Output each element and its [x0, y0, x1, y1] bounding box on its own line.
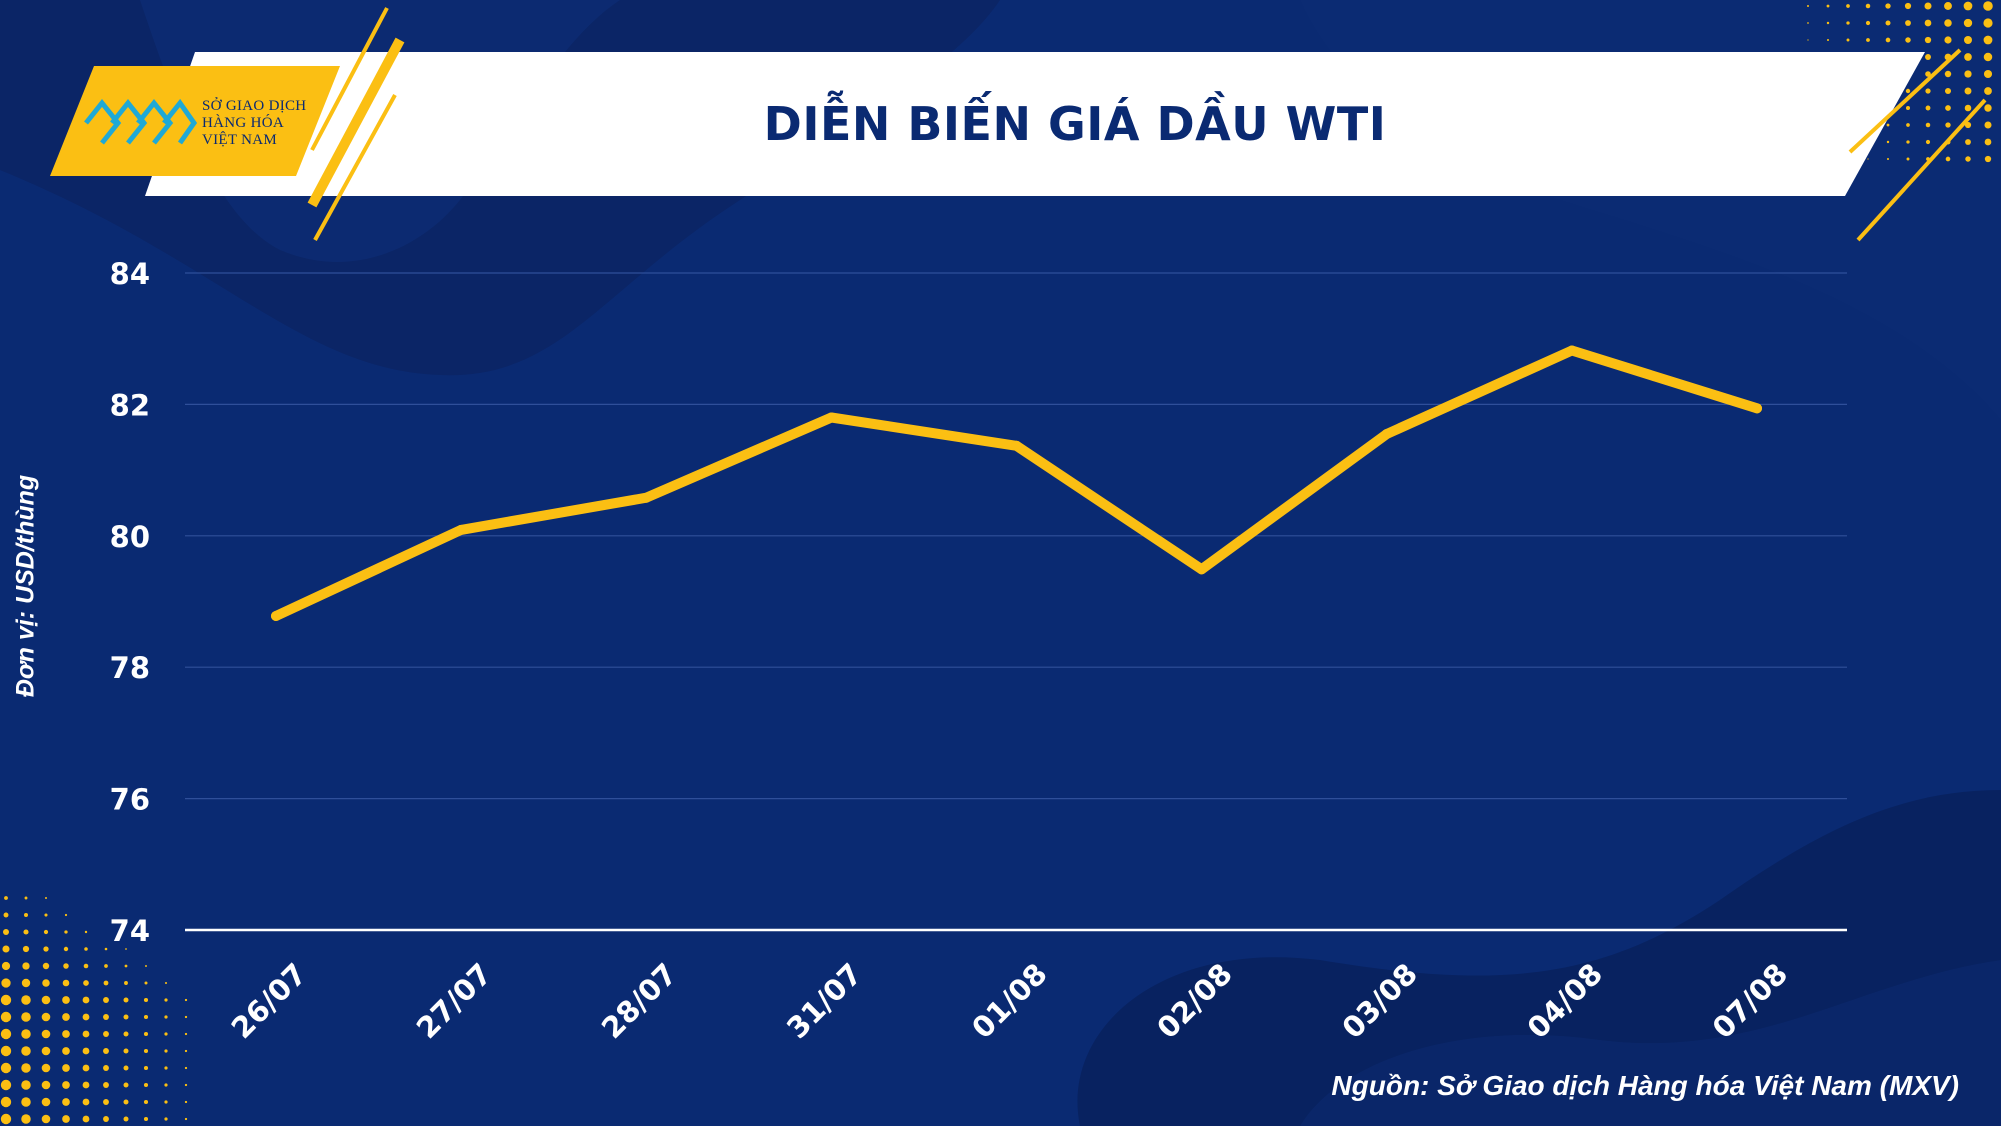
y-tick-label: 76 — [110, 783, 150, 817]
data-point — [1382, 429, 1392, 439]
y-tick-label: 82 — [110, 388, 150, 422]
y-tick-label: 74 — [110, 914, 150, 948]
x-tick-label: 26/07 — [225, 957, 314, 1046]
y-tick-label: 78 — [110, 651, 150, 685]
x-tick-label: 01/08 — [965, 957, 1054, 1046]
data-point — [1012, 441, 1022, 451]
data-point — [1567, 346, 1577, 356]
data-point — [271, 611, 281, 621]
source-note: Nguồn: Sở Giao dịch Hàng hóa Việt Nam (M… — [1331, 1070, 1959, 1102]
price-series — [271, 346, 1762, 621]
x-tick-label: 31/07 — [780, 957, 869, 1046]
y-axis-title: Đơn vị: USD/thùng — [12, 475, 41, 697]
data-point — [1197, 564, 1207, 574]
x-tick-label: 04/08 — [1520, 957, 1609, 1046]
x-tick-label: 03/08 — [1335, 957, 1424, 1046]
data-point — [826, 413, 836, 423]
x-tick-label: 28/07 — [595, 957, 684, 1046]
gridlines — [185, 273, 1847, 930]
data-point — [456, 525, 466, 535]
x-tick-labels: 26/07 27/07 28/07 31/07 01/08 02/08 03/08 04/08… — [225, 957, 1795, 1046]
x-tick-label: 07/08 — [1706, 957, 1795, 1046]
y-tick-labels: 74 76 78 80 82 84 — [110, 257, 150, 948]
x-tick-label: 27/07 — [410, 957, 499, 1046]
y-tick-label: 84 — [110, 257, 150, 291]
y-tick-label: 80 — [110, 520, 150, 554]
series-line — [276, 351, 1757, 617]
data-point — [1752, 403, 1762, 413]
x-tick-label: 02/08 — [1150, 957, 1239, 1046]
data-point — [641, 493, 651, 503]
